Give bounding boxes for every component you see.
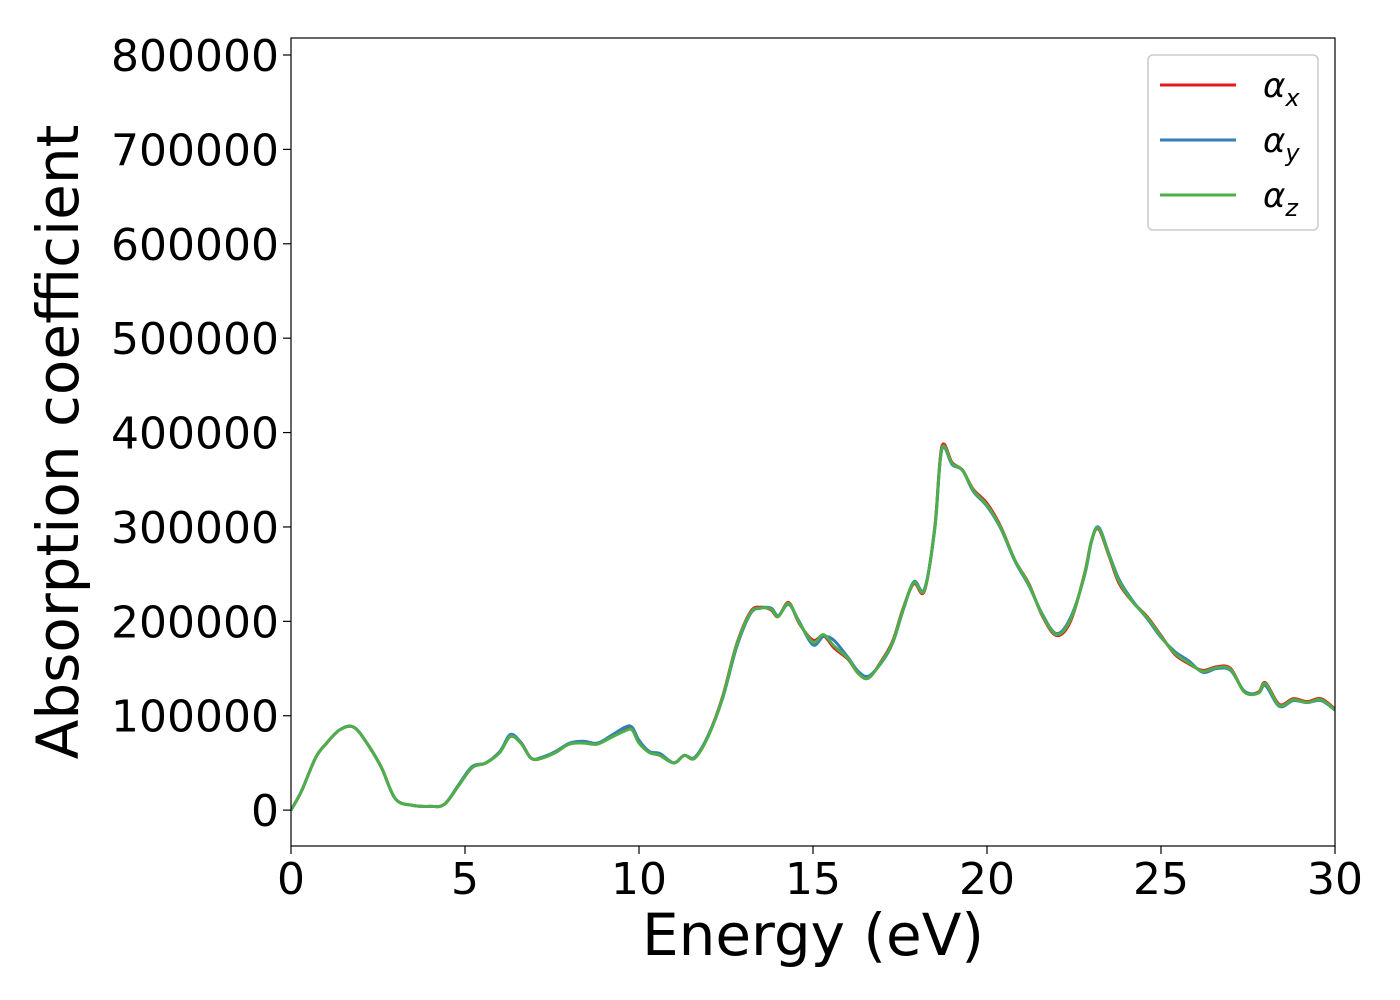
x-tick-label: 5 (451, 854, 479, 905)
legend-label-base: α (1263, 176, 1285, 216)
y-tick-label: 600000 (111, 220, 279, 271)
legend-label-sub: z (1284, 194, 1299, 222)
legend-label-sub: y (1284, 139, 1300, 167)
series-layer (291, 442, 1335, 811)
series-line-z (291, 444, 1335, 811)
x-tick-label: 15 (785, 854, 841, 905)
y-tick-label: 0 (251, 786, 279, 837)
legend-label-base: α (1263, 121, 1285, 161)
y-tick-label: 500000 (111, 314, 279, 365)
y-tick-label: 200000 (111, 597, 279, 648)
y-tick-label: 400000 (111, 409, 279, 460)
y-axis-title: Absorption coefficient (24, 125, 92, 760)
x-tick-label: 10 (611, 854, 667, 905)
legend-box (1147, 54, 1319, 231)
y-tick-label: 700000 (111, 125, 279, 176)
y-tick-label: 800000 (111, 31, 279, 82)
y-tick-label: 300000 (111, 503, 279, 554)
legend-label-base: α (1263, 66, 1285, 106)
x-tick-label: 20 (959, 854, 1015, 905)
x-tick-label: 25 (1133, 854, 1189, 905)
legend-label-z: αz (1263, 176, 1299, 222)
legend-label-y: αy (1263, 121, 1300, 167)
y-tick-label: 100000 (111, 692, 279, 743)
legend-label-sub: x (1284, 84, 1300, 112)
x-axis-title: Energy (eV) (642, 901, 984, 969)
x-tick-label: 30 (1307, 854, 1363, 905)
y-axis: 0 100000 200000 300000 400000 500000 600000 700… (111, 31, 291, 837)
x-tick-label: 0 (277, 854, 305, 905)
x-axis: 0 5 10 15 20 25 30 (277, 846, 1363, 905)
legend-label-x: αx (1263, 66, 1300, 112)
